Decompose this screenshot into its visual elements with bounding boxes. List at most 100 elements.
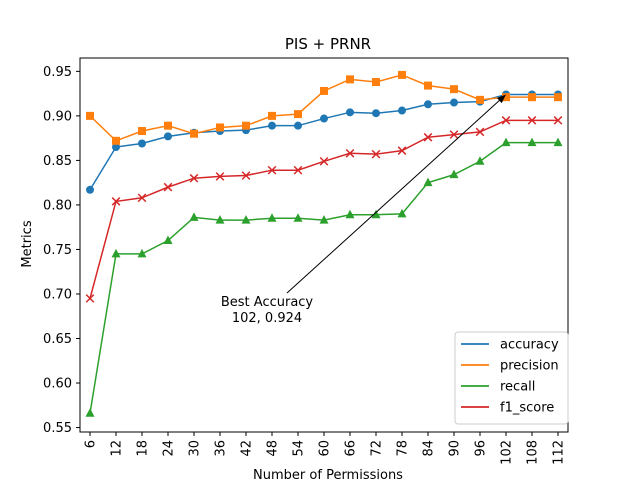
data-point-accuracy (164, 132, 172, 141)
y-axis-label: Metrics (20, 220, 35, 267)
y-tick-label: 0.85 (43, 154, 72, 169)
annotation-arrowhead (496, 94, 506, 104)
series-precision (86, 70, 562, 145)
y-tick-label: 0.65 (43, 332, 72, 347)
data-point-precision (216, 123, 224, 132)
data-point-accuracy (294, 121, 302, 130)
data-point-recall (345, 209, 355, 219)
data-point-precision (138, 127, 146, 136)
y-tick-label: 0.60 (43, 377, 72, 392)
data-point-recall (137, 248, 147, 258)
legend-label-precision: precision (500, 359, 559, 374)
data-point-f1_score (85, 294, 95, 303)
data-point-accuracy (86, 185, 94, 194)
x-tick-label: 36 (214, 440, 229, 457)
legend-item-accuracy: accuracy (461, 338, 559, 353)
x-tick-label: 30 (188, 440, 203, 457)
x-tick-label: 12 (110, 440, 125, 457)
x-tick-label: 66 (344, 440, 359, 457)
data-point-accuracy (398, 106, 406, 115)
data-point-precision (502, 93, 510, 102)
annotation-arrow (286, 100, 500, 294)
legend-item-precision: precision (461, 359, 559, 374)
data-point-recall (319, 215, 329, 224)
y-axis-ticks: 0.55 0.60 0.65 0.70 0.75 0.80 0.85 0.90 0.95 (43, 65, 80, 436)
series-line-f1_score (89, 119, 558, 299)
data-point-precision (164, 121, 172, 130)
x-tick-label: 18 (136, 440, 151, 457)
data-point-recall (189, 212, 199, 221)
data-point-accuracy (320, 114, 328, 123)
y-tick-label: 0.95 (43, 65, 72, 80)
data-point-recall (163, 235, 173, 245)
x-tick-label: 90 (448, 440, 463, 457)
data-point-f1_score (241, 171, 251, 180)
data-point-f1_score (449, 130, 459, 139)
data-point-f1_score (111, 197, 121, 206)
data-point-accuracy (268, 121, 276, 130)
best-accuracy-annotation: Best Accuracy 102, 0.924 (221, 94, 506, 326)
data-point-precision (86, 111, 94, 120)
legend-label-accuracy: accuracy (500, 338, 559, 353)
x-tick-label: 102 (500, 440, 515, 465)
data-point-precision (476, 95, 484, 104)
legend: accuracy precision recall f1_score (454, 331, 569, 425)
legend-label-f1_score: f1_score (500, 401, 554, 416)
x-axis-label: Number of Permissions (253, 468, 403, 480)
data-point-recall (527, 137, 537, 147)
data-point-recall (397, 208, 407, 218)
data-point-f1_score (423, 132, 433, 142)
y-tick-label: 0.90 (43, 109, 72, 124)
data-point-precision (372, 78, 380, 87)
x-tick-label: 108 (526, 440, 541, 465)
data-point-f1_score (267, 165, 277, 175)
data-point-f1_score (137, 193, 147, 203)
data-point-recall (449, 169, 459, 179)
data-point-f1_score (163, 182, 173, 192)
y-tick-label: 0.55 (43, 421, 72, 436)
data-point-precision (190, 129, 198, 138)
x-tick-label: 112 (552, 440, 567, 465)
x-tick-label: 24 (162, 440, 177, 457)
data-point-f1_score (397, 146, 407, 155)
data-point-accuracy (112, 143, 120, 152)
data-point-accuracy (450, 98, 458, 107)
series-line-precision (89, 74, 558, 142)
data-point-f1_score (527, 116, 537, 125)
x-tick-label: 60 (318, 440, 333, 457)
data-point-recall (85, 408, 95, 417)
data-point-precision (320, 86, 328, 95)
chart-title: PIS + PRNR (285, 35, 371, 53)
legend-item-recall: recall (461, 380, 535, 395)
data-point-accuracy (424, 100, 432, 109)
data-point-accuracy (138, 139, 146, 148)
data-point-precision (450, 85, 458, 94)
data-point-accuracy (372, 109, 380, 118)
data-point-precision (294, 110, 302, 119)
x-tick-label: 42 (240, 440, 255, 457)
data-point-precision (242, 121, 250, 130)
data-point-recall (501, 137, 511, 147)
data-point-precision (554, 93, 562, 102)
data-point-f1_score (501, 116, 511, 125)
data-point-f1_score (371, 149, 381, 159)
x-tick-label: 48 (266, 440, 281, 457)
y-tick-label: 0.70 (43, 287, 72, 302)
data-point-recall (215, 215, 225, 224)
data-point-recall (111, 248, 121, 258)
series-accuracy (86, 90, 562, 194)
x-tick-label: 6 (84, 440, 99, 448)
legend-box (454, 331, 569, 425)
data-point-f1_score (189, 173, 199, 183)
data-point-f1_score (345, 148, 355, 158)
series-f1_score (85, 116, 563, 303)
data-point-recall (241, 215, 251, 224)
legend-item-f1_score: f1_score (461, 401, 554, 416)
data-point-f1_score (553, 116, 563, 125)
y-tick-label: 0.80 (43, 198, 72, 213)
data-point-recall (423, 177, 433, 187)
data-point-precision (268, 111, 276, 120)
data-point-precision (398, 70, 406, 79)
data-point-f1_score (319, 156, 329, 166)
